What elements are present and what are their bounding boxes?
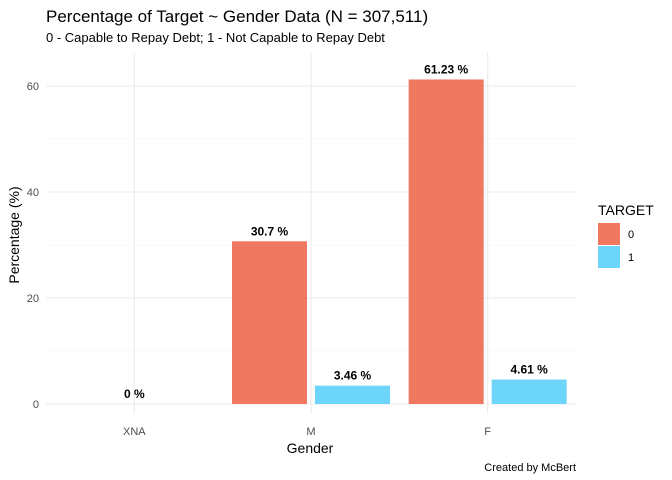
bar-f-target-1 xyxy=(491,379,567,404)
legend: TARGET 0 1 xyxy=(598,202,654,268)
grid xyxy=(46,52,576,414)
bar-m-target-0 xyxy=(232,241,307,404)
caption: Created by McBert xyxy=(484,462,576,474)
data-label: 61.23 % xyxy=(424,62,468,76)
x-tick-label: F xyxy=(484,426,491,438)
x-tick-label: M xyxy=(306,426,315,438)
y-tick-label: 60 xyxy=(27,81,39,93)
y-tick-label: 0 xyxy=(33,399,39,411)
data-label: 0 % xyxy=(124,387,145,401)
data-labels: 0 % 30.7 % 3.46 % 61.23 % 4.61 % xyxy=(124,62,548,401)
x-axis-ticks: XNA M F xyxy=(123,426,491,438)
chart-subtitle: 0 - Capable to Repay Debt; 1 - Not Capab… xyxy=(46,30,385,45)
data-label: 30.7 % xyxy=(251,224,289,238)
data-label: 4.61 % xyxy=(510,363,548,377)
x-tick-label: XNA xyxy=(123,426,146,438)
bar-m-target-1 xyxy=(315,385,390,404)
legend-key-1 xyxy=(598,246,620,268)
legend-label: 1 xyxy=(628,252,634,264)
chart-title: Percentage of Target ~ Gender Data (N = … xyxy=(46,7,428,26)
y-axis-ticks: 0 20 40 60 xyxy=(27,81,39,411)
bars xyxy=(232,79,567,404)
y-tick-label: 20 xyxy=(27,293,39,305)
legend-title: TARGET xyxy=(598,202,654,218)
legend-key-0 xyxy=(598,223,620,245)
data-label: 3.46 % xyxy=(334,369,372,383)
y-axis-title: Percentage (%) xyxy=(6,186,22,283)
bar-f-target-0 xyxy=(408,79,484,404)
legend-label: 0 xyxy=(628,229,634,241)
x-axis-title: Gender xyxy=(287,440,334,456)
y-tick-label: 40 xyxy=(27,187,39,199)
